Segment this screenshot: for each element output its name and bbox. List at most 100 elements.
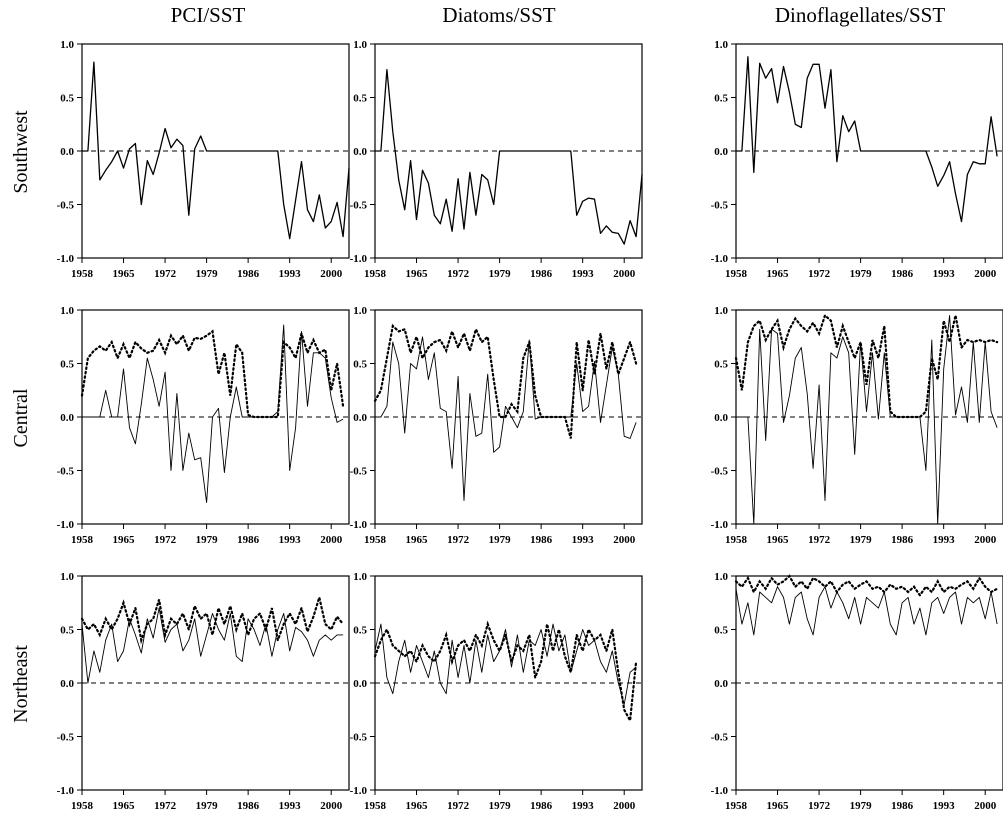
y-tick-label: -0.5 xyxy=(711,466,729,478)
x-tick-label: 1972 xyxy=(808,800,831,812)
y-tick-label: -1.0 xyxy=(57,785,75,797)
x-tick-label: 1979 xyxy=(850,268,873,280)
x-tick-label: 1979 xyxy=(850,534,873,546)
x-tick-label: 1972 xyxy=(154,800,177,812)
y-tick-label: -0.5 xyxy=(350,466,368,478)
series-line-solid xyxy=(736,56,998,223)
y-tick-label: -0.5 xyxy=(711,200,729,212)
x-tick-label: 1972 xyxy=(447,800,470,812)
series-line-solid xyxy=(375,69,643,245)
row-label-northeast: Northeast xyxy=(10,645,32,723)
series-line-solid xyxy=(736,314,998,525)
series-line-dotted xyxy=(734,574,999,598)
series-line-dotted xyxy=(373,620,638,725)
y-tick-label: 0.0 xyxy=(714,146,728,158)
x-tick-label: 1972 xyxy=(808,268,831,280)
x-tick-label: 1979 xyxy=(196,268,219,280)
x-tick-label: 1993 xyxy=(572,534,595,546)
x-tick-label: 1986 xyxy=(530,534,553,546)
y-tick-label: 1.0 xyxy=(353,39,367,51)
x-tick-label: 1986 xyxy=(891,800,914,812)
y-tick-label: 0.5 xyxy=(714,625,728,637)
x-tick-label: 1993 xyxy=(572,268,595,280)
y-tick-label: -0.5 xyxy=(57,466,75,478)
y-tick-label: 0.5 xyxy=(60,359,74,371)
y-tick-label: 0.0 xyxy=(353,678,367,690)
series-line-solid xyxy=(82,324,344,504)
y-tick-label: -1.0 xyxy=(57,519,75,531)
x-tick-label: 1993 xyxy=(933,534,956,546)
x-tick-label: 1965 xyxy=(113,800,136,812)
panel-northeast-dinoflagellates: -1.0 -0.5 0.0 0.5 1.0 1958 1965 1972 1979 1986 199… xyxy=(711,571,1003,812)
x-tick-label: 2000 xyxy=(613,268,636,280)
x-tick-label: 1993 xyxy=(279,268,302,280)
series-line-solid xyxy=(81,607,344,684)
y-tick-label: 0.0 xyxy=(714,678,728,690)
x-tick-label: 1972 xyxy=(154,534,177,546)
y-tick-label: -1.0 xyxy=(711,253,729,265)
x-tick-label: 2000 xyxy=(613,800,636,812)
panel-northeast-diatoms: -1.0 -0.5 0.0 0.5 1.0 1958 1965 1972 1979 1986 199… xyxy=(350,571,643,812)
x-tick-label: 1986 xyxy=(237,534,260,546)
x-tick-label: 2000 xyxy=(320,268,343,280)
x-tick-label: 1986 xyxy=(891,268,914,280)
y-tick-label: 0.5 xyxy=(60,625,74,637)
x-tick-label: 1972 xyxy=(447,268,470,280)
x-tick-label: 1965 xyxy=(113,268,136,280)
x-tick-label: 2000 xyxy=(320,534,343,546)
panel-central-dinoflagellates: -1.0 -0.5 0.0 0.5 1.0 1958 1965 1972 1979 1986 199… xyxy=(711,305,1003,546)
row-label-central: Central xyxy=(10,388,32,447)
y-tick-label: 0.0 xyxy=(60,412,74,424)
y-tick-label: 0.0 xyxy=(60,146,74,158)
x-tick-label: 1986 xyxy=(237,800,260,812)
y-tick-label: -0.5 xyxy=(57,732,75,744)
x-tick-label: 1958 xyxy=(71,534,94,546)
x-tick-label: 2000 xyxy=(613,534,636,546)
y-tick-label: -0.5 xyxy=(350,732,368,744)
series-line-dotted xyxy=(373,323,638,439)
row-label-southwest: Southwest xyxy=(10,110,32,194)
y-tick-label: 1.0 xyxy=(353,305,367,317)
x-tick-label: 1972 xyxy=(154,268,177,280)
x-tick-label: 1979 xyxy=(489,534,512,546)
x-tick-label: 1965 xyxy=(767,800,790,812)
x-tick-label: 1993 xyxy=(572,800,595,812)
y-tick-label: -1.0 xyxy=(350,519,368,531)
x-tick-label: 1965 xyxy=(767,268,790,280)
x-tick-label: 1965 xyxy=(406,800,429,812)
series-line-solid xyxy=(374,623,637,705)
x-tick-label: 1979 xyxy=(196,800,219,812)
column-title-diatoms: Diatoms/SST xyxy=(442,3,555,27)
y-tick-label: 0.5 xyxy=(353,625,367,637)
x-tick-label: 1993 xyxy=(279,800,302,812)
y-tick-label: -0.5 xyxy=(711,732,729,744)
x-tick-label: 1979 xyxy=(850,800,873,812)
panel-southwest-diatoms: -1.0 -0.5 0.0 0.5 1.0 1958 1965 1972 1979 1986 199… xyxy=(350,39,643,280)
y-tick-label: 1.0 xyxy=(60,39,74,51)
panel-southwest-dinoflagellates: -1.0 -0.5 0.0 0.5 1.0 1958 1965 1972 1979 1986 199… xyxy=(711,39,1003,280)
y-tick-label: -1.0 xyxy=(57,253,75,265)
y-tick-label: 0.0 xyxy=(353,146,367,158)
column-title-pci: PCI/SST xyxy=(171,3,246,27)
y-tick-label: 0.5 xyxy=(353,359,367,371)
y-tick-label: 1.0 xyxy=(714,39,728,51)
y-tick-label: 1.0 xyxy=(60,305,74,317)
y-tick-label: 0.0 xyxy=(60,678,74,690)
y-tick-label: 0.5 xyxy=(714,93,728,105)
x-tick-label: 1965 xyxy=(113,534,136,546)
column-title-dinoflagellates: Dinoflagellates/SST xyxy=(775,3,945,27)
panel-southwest-pci: -1.0 -0.5 0.0 0.5 1.0 1958 1965 1972 1979 1986 199… xyxy=(57,39,350,280)
y-tick-label: -1.0 xyxy=(350,785,368,797)
x-tick-label: 1958 xyxy=(364,534,387,546)
y-tick-label: -0.5 xyxy=(350,200,368,212)
series-line-solid xyxy=(375,336,637,501)
y-tick-label: 0.0 xyxy=(353,412,367,424)
x-tick-label: 1972 xyxy=(447,534,470,546)
series-line-dotted xyxy=(80,329,345,419)
y-tick-label: -1.0 xyxy=(711,519,729,531)
y-tick-label: 1.0 xyxy=(714,571,728,583)
series-line-solid xyxy=(82,61,350,240)
x-tick-label: 1965 xyxy=(767,534,790,546)
x-tick-label: 1979 xyxy=(489,268,512,280)
